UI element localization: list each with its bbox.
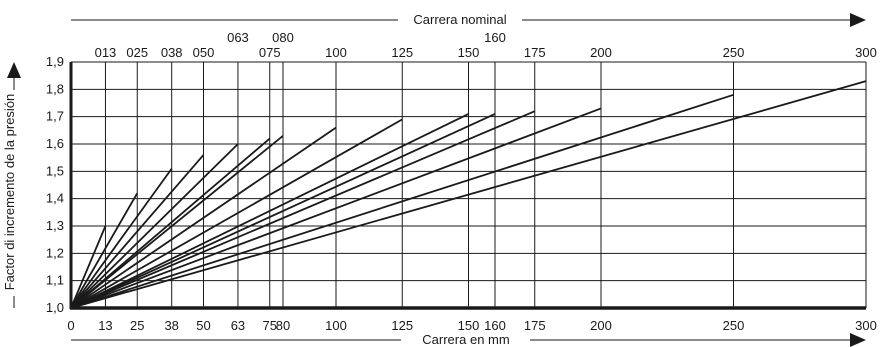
x-tick-label: 100 bbox=[325, 318, 347, 333]
y-axis-arrow-head bbox=[7, 62, 21, 78]
series-line bbox=[70, 225, 107, 309]
x-tick-label: 80 bbox=[276, 318, 290, 333]
top-tick-label: 175 bbox=[524, 45, 546, 60]
x-axis-title: Carrera en mm bbox=[422, 332, 509, 347]
series-line bbox=[70, 137, 271, 309]
y-tick-label: 1,9 bbox=[46, 54, 64, 69]
axes bbox=[69, 62, 866, 310]
top-tick-label: 050 bbox=[193, 45, 215, 60]
series-line bbox=[70, 154, 205, 309]
x-tick-label: 63 bbox=[231, 318, 245, 333]
top-tick-label: 150 bbox=[458, 45, 480, 60]
top-tick-label: 080 bbox=[272, 30, 294, 45]
x-tick-label: 125 bbox=[391, 318, 413, 333]
series-line bbox=[70, 113, 469, 309]
x-tick-label: 300 bbox=[855, 318, 877, 333]
top-tick-label: 038 bbox=[161, 45, 183, 60]
grid bbox=[71, 61, 867, 309]
top-tick-label: 025 bbox=[126, 45, 148, 60]
x-tick-label: 250 bbox=[723, 318, 745, 333]
series-line bbox=[70, 126, 337, 309]
series-line bbox=[70, 135, 284, 309]
x-tick-label: 200 bbox=[590, 318, 612, 333]
x-tick-label: 50 bbox=[196, 318, 210, 333]
x-tick-label: 150 bbox=[458, 318, 480, 333]
x-tick-label: 13 bbox=[98, 318, 112, 333]
series-line bbox=[70, 192, 139, 309]
top-tick-label: 075 bbox=[259, 45, 281, 60]
y-tick-label: 1,7 bbox=[46, 109, 64, 124]
bottom-axis-arrow-head bbox=[850, 333, 866, 347]
top-tick-label: 160 bbox=[484, 30, 506, 45]
top-tick-label: 250 bbox=[723, 45, 745, 60]
series-line bbox=[70, 143, 239, 309]
tick-labels: 1,01,11,21,31,41,51,61,71,81,90 13 25 38 50 6… bbox=[46, 30, 877, 333]
x-tick-label: 160 bbox=[484, 318, 506, 333]
y-tick-label: 1,6 bbox=[46, 136, 64, 151]
series-line bbox=[70, 93, 734, 309]
top-axis-arrow-head bbox=[850, 13, 866, 27]
x-tick-label: 0 bbox=[67, 318, 74, 333]
x-tick-label: 75 bbox=[263, 318, 277, 333]
series-line bbox=[70, 110, 536, 309]
y-tick-label: 1,2 bbox=[46, 245, 64, 260]
y-tick-label: 1,5 bbox=[46, 163, 64, 178]
y-axis-title: Factor di incremento de la presión bbox=[2, 94, 17, 291]
top-tick-label: 300 bbox=[855, 45, 877, 60]
top-tick-label: 100 bbox=[325, 45, 347, 60]
series-line bbox=[70, 113, 496, 309]
x-tick-label: 25 bbox=[130, 318, 144, 333]
series-line bbox=[70, 80, 867, 309]
top-tick-label: 200 bbox=[590, 45, 612, 60]
x-tick-label: 175 bbox=[524, 318, 546, 333]
y-tick-label: 1,8 bbox=[46, 81, 64, 96]
top-tick-label: 063 bbox=[227, 30, 249, 45]
y-tick-label: 1,0 bbox=[46, 300, 64, 315]
top-tick-label: 125 bbox=[391, 45, 413, 60]
y-tick-label: 1,1 bbox=[46, 273, 64, 288]
series-line bbox=[70, 168, 173, 309]
y-tick-label: 1,3 bbox=[46, 218, 64, 233]
x-tick-label: 38 bbox=[164, 318, 178, 333]
series-line bbox=[70, 118, 403, 309]
top-tick-label: 013 bbox=[95, 45, 117, 60]
series-line bbox=[70, 107, 602, 309]
y-tick-label: 1,4 bbox=[46, 191, 64, 206]
top-axis-title: Carrera nominal bbox=[413, 12, 506, 27]
series-lines bbox=[70, 80, 867, 309]
